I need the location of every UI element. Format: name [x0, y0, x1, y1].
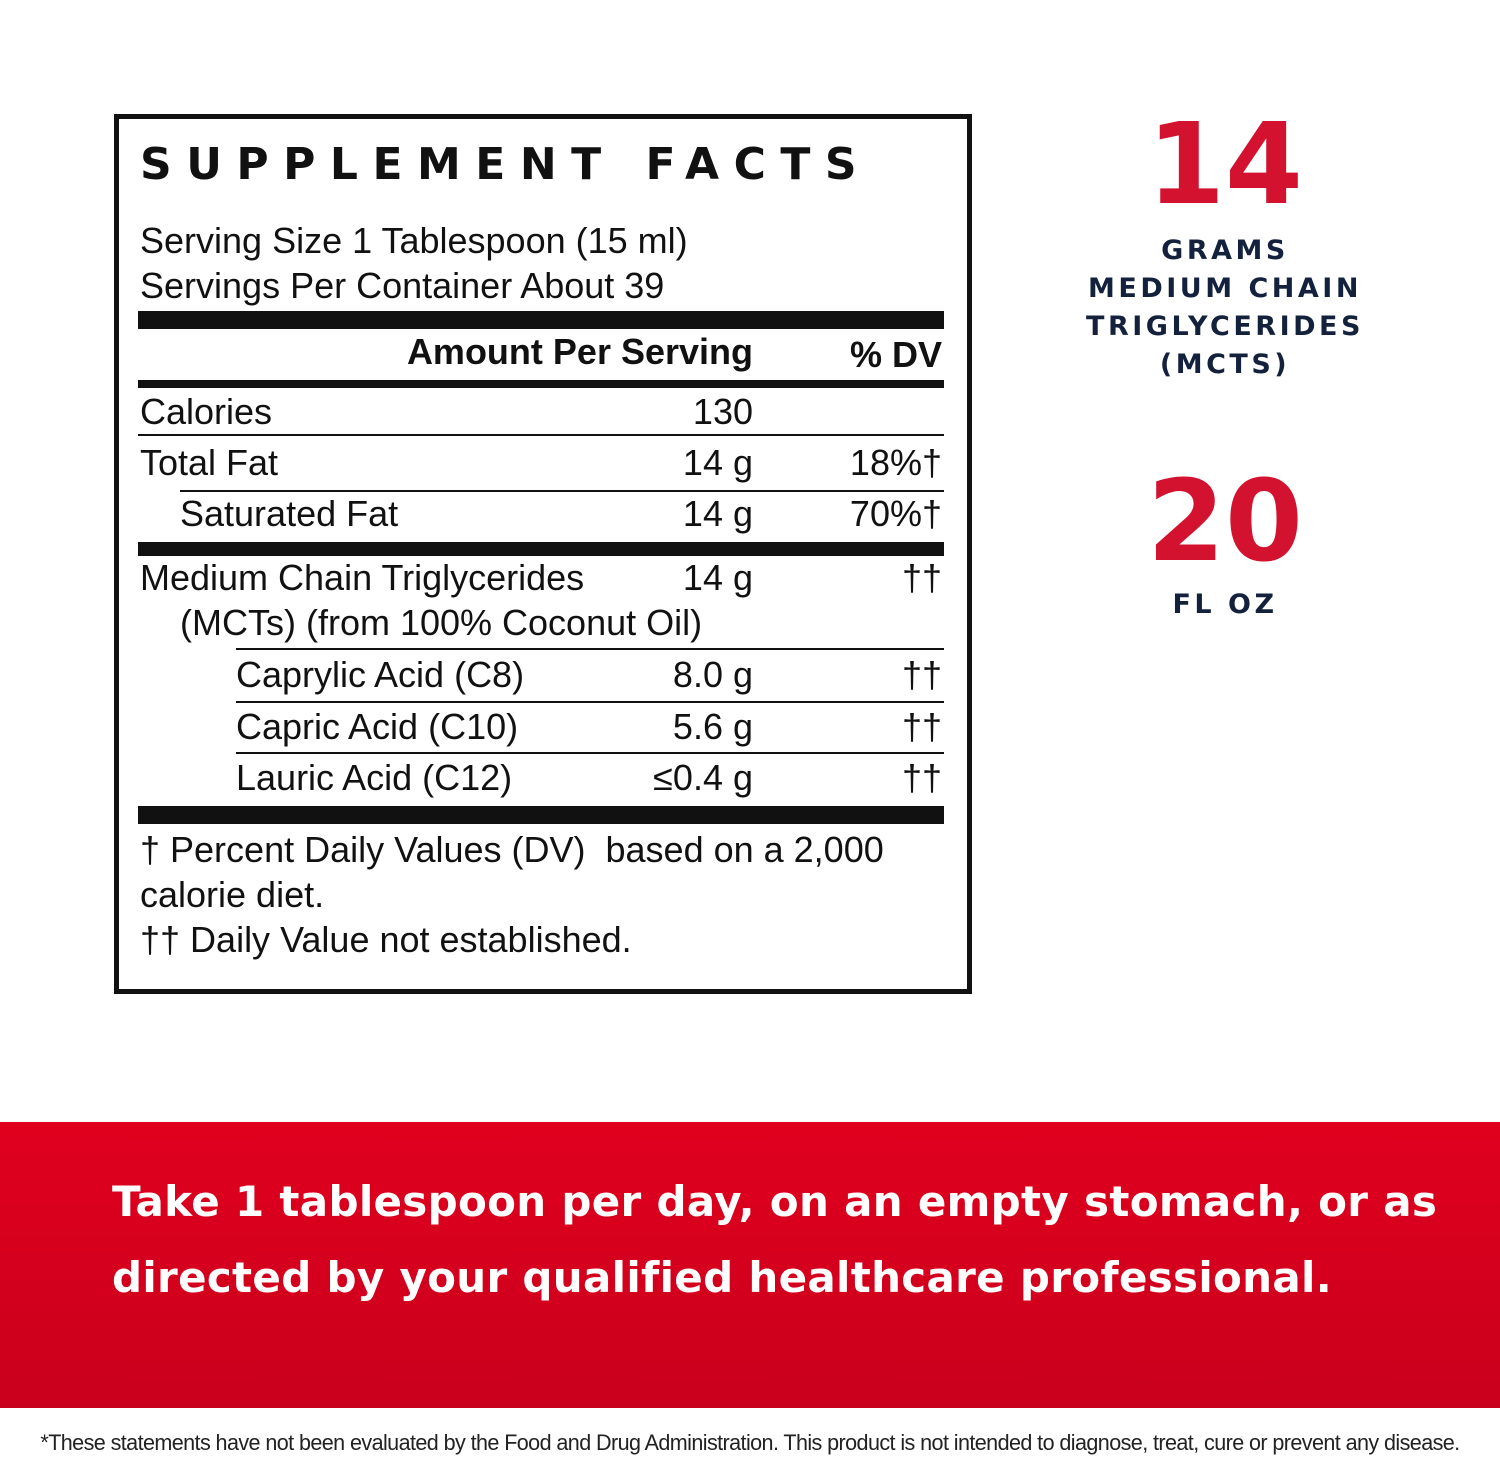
volume-caption: FL OZ [1172, 589, 1278, 620]
row-label-caprylic-acid: Caprylic Acid (C8) [236, 654, 525, 695]
mct-caption: GRAMS MEDIUM CHAIN TRIGLYCERIDES (MCTS) [1045, 232, 1405, 384]
directions-banner: Take 1 tablespoon per day, on an empty s… [0, 1122, 1500, 1408]
row-divider [138, 434, 944, 436]
serving-size: Serving Size 1 Tablespoon (15 ml) [140, 220, 688, 261]
header-amount-per-serving: Amount Per Serving [406, 331, 753, 372]
servings-per-container: Servings Per Container About 39 [140, 265, 665, 306]
footnote-dv-basis-cont: calorie diet. [140, 874, 325, 915]
directions-line1: Take 1 tablespoon per day, on an empty s… [112, 1177, 1438, 1226]
supplement-facts-panel [114, 114, 972, 994]
thick-divider [138, 542, 944, 556]
row-label-calories: Calories [140, 391, 273, 432]
row-amount-total-fat: 14 g [682, 442, 753, 483]
directions-text: Take 1 tablespoon per day, on an empty s… [112, 1164, 1442, 1316]
row-dv-saturated-fat: 70%† [849, 493, 942, 534]
row-amount-capric-acid: 5.6 g [672, 706, 753, 747]
row-label-lauric-acid: Lauric Acid (C12) [236, 757, 513, 798]
row-amount-saturated-fat: 14 g [682, 493, 753, 534]
footnote-dv-not-established: †† Daily Value not established. [140, 919, 632, 960]
row-dv-total-fat: 18%† [849, 442, 942, 483]
facts-title: SUPPLEMENT FACTS [140, 139, 872, 190]
volume-number: 20 [1147, 457, 1303, 587]
row-divider [180, 490, 944, 492]
mct-caption-line2: MEDIUM CHAIN [1088, 273, 1362, 304]
fda-disclaimer: *These statements have not been evaluate… [40, 1430, 1460, 1455]
row-divider [236, 752, 944, 754]
row-amount-caprylic-acid: 8.0 g [672, 654, 753, 695]
header-dv: % DV [849, 334, 942, 375]
row-divider [236, 648, 944, 650]
mct-caption-line4: (MCTS) [1159, 349, 1291, 380]
row-label-saturated-fat: Saturated Fat [180, 493, 399, 534]
mct-caption-line3: TRIGLYCERIDES [1086, 311, 1364, 342]
row-dv-mcts: †† [901, 557, 942, 598]
footnotes: † Percent Daily Values (DV) based on a 2… [140, 827, 950, 962]
row-label-mcts: Medium Chain Triglycerides [140, 557, 585, 598]
row-dv-capric-acid: †† [901, 706, 942, 747]
medium-divider [138, 380, 944, 388]
row-label-mcts-source: (MCTs) (from 100% Coconut Oil) [180, 602, 703, 643]
mct-caption-line1: GRAMS [1161, 235, 1289, 266]
row-dv-lauric-acid: †† [901, 757, 942, 798]
row-amount-calories: 130 [692, 391, 753, 432]
thick-divider [138, 311, 944, 329]
thick-divider [138, 806, 944, 824]
directions-line2: directed by your qualified healthcare pr… [112, 1253, 1332, 1302]
row-dv-caprylic-acid: †† [901, 654, 942, 695]
serving-info: Serving Size 1 Tablespoon (15 ml) Servin… [140, 218, 688, 308]
row-label-capric-acid: Capric Acid (C10) [236, 706, 519, 747]
row-amount-lauric-acid: ≤0.4 g [653, 757, 753, 798]
row-amount-mcts: 14 g [682, 557, 753, 598]
mct-grams-number: 14 [1147, 100, 1303, 230]
row-label-total-fat: Total Fat [140, 442, 279, 483]
row-divider [236, 701, 944, 703]
footnote-dv-basis: † Percent Daily Values (DV) based on a 2… [140, 829, 884, 870]
